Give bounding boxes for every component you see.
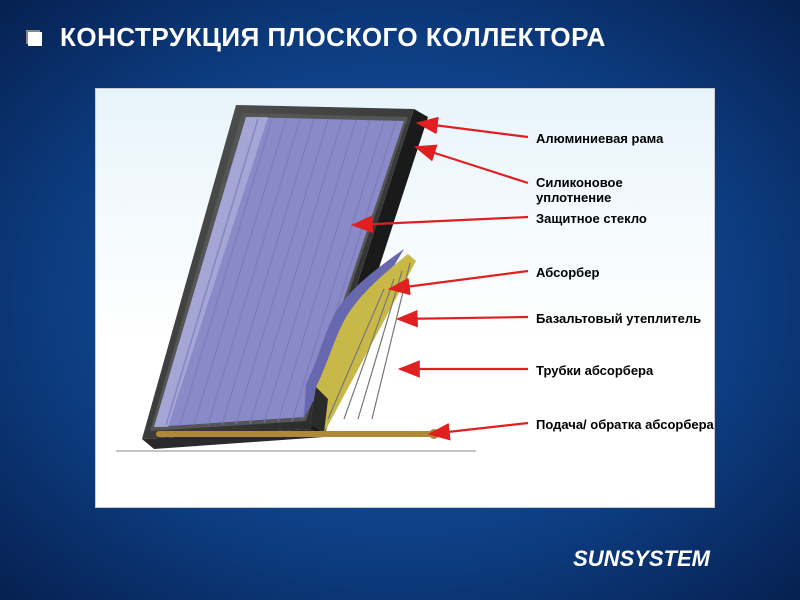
label-glass: Защитное стекло <box>536 211 647 226</box>
label-absorber: Абсорбер <box>536 265 599 280</box>
collector-diagram <box>96 89 716 509</box>
diagram-container: Алюминиевая рама Силиконовое уплотнение … <box>95 88 715 508</box>
label-tubes: Трубки абсорбера <box>536 363 653 378</box>
title-bullet <box>28 32 42 46</box>
label-supply: Подача/ обратка абсорбера <box>536 417 714 432</box>
label-frame: Алюминиевая рама <box>536 131 663 146</box>
slide-title: КОНСТРУКЦИЯ ПЛОСКОГО КОЛЛЕКТОРА <box>60 22 606 53</box>
label-seal: Силиконовое уплотнение <box>536 175 623 205</box>
label-insulation: Базальтовый утеплитель <box>536 311 701 326</box>
slide-footer: SUNSYSTEM <box>573 546 710 572</box>
supply-pipe <box>156 431 436 437</box>
